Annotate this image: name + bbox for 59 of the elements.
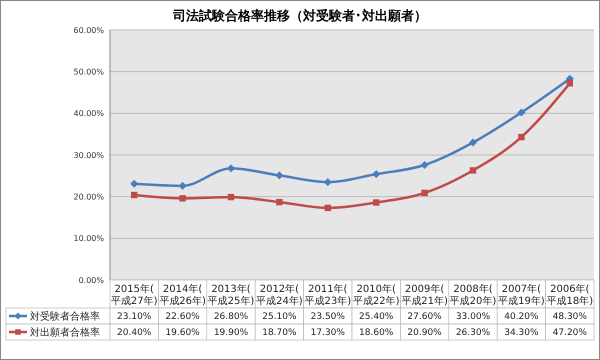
point [178,182,187,190]
data-label: 20.90% [407,328,442,338]
y-tick-label: 40.00% [73,109,104,118]
data-label: 40.20% [504,312,539,322]
point [470,167,476,174]
y-tick-label: 60.00% [73,26,104,35]
point [517,108,526,116]
y-tick-label: 0.00% [78,276,104,285]
data-label: 26.30% [456,328,491,338]
data-label: 20.40% [117,328,152,338]
data-label: 17.30% [310,328,346,338]
y-tick-label: 50.00% [73,67,104,76]
point [518,134,525,140]
data-label: 18.70% [262,328,297,338]
point [421,190,428,196]
x-tick-label: 2012年(平成24年) [256,283,303,307]
point [275,171,284,180]
point [420,161,429,169]
data-label: 33.00% [456,312,491,322]
chart-title: 司法試験合格率推移（対受験者･対出願者） [172,8,427,24]
x-tick-label: 2006年(平成18年) [546,283,594,307]
point [227,164,235,172]
legend-label: 対受験者合格率 [30,310,100,322]
x-tick-label: 2014年(平成26年) [159,283,206,307]
data-label: 19.60% [165,328,200,338]
legend-label: 対出願者合格率 [30,326,100,338]
data-label: 25.40% [359,312,394,322]
x-tick-label: 2009年(平成21年) [401,283,448,307]
point [324,204,331,212]
x-tick-label: 2007年(平成19年) [498,283,545,307]
data-label: 22.60% [165,312,200,322]
point [469,138,477,146]
data-label: 18.60% [359,328,394,338]
data-label: 48.30% [552,312,588,322]
x-tick-label: 2013年(平成25年) [208,283,254,307]
point [566,80,573,87]
point [372,170,380,178]
data-label: 23.10% [117,312,152,322]
data-label: 26.80% [214,312,249,322]
point [130,180,138,188]
point [324,178,332,186]
data-label: 19.90% [214,328,249,338]
point [228,194,234,200]
data-label: 27.60% [407,312,442,322]
x-tick-label: 2008年(平成20年) [450,283,496,307]
data-label: 34.30% [504,328,539,338]
y-tick-label: 30.00% [73,150,104,160]
data-label: 47.20% [552,328,588,338]
data-label: 23.50% [310,312,346,322]
x-tick-label: 2010年(平成22年) [352,283,400,307]
x-tick-label: 2011年(平成23年) [304,283,352,307]
data-label: 25.10% [262,312,297,322]
point [179,195,186,202]
x-tick-label: 2015年(平成27年) [110,283,158,307]
point [131,192,138,198]
point [276,198,283,206]
point [373,199,380,206]
y-tick-label: 20.00% [73,192,104,202]
y-tick-label: 10.00% [73,234,104,244]
